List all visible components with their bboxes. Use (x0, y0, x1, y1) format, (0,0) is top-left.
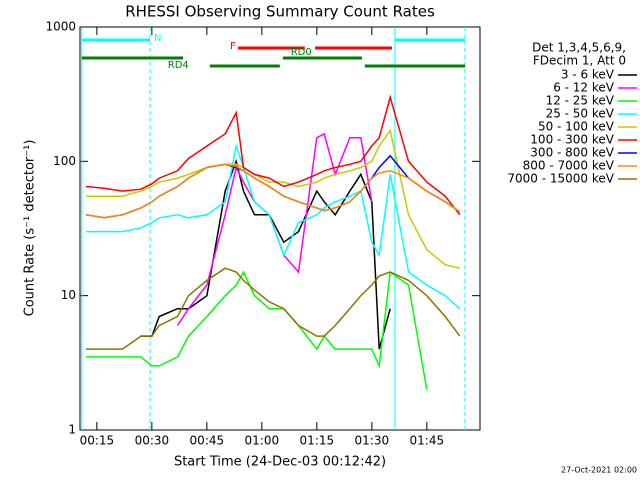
legend-label: 300 - 800 keV (530, 146, 614, 160)
legend-label: 3 - 6 keV (561, 68, 615, 82)
y-tick-label: 10 (61, 288, 76, 302)
x-tick-label: 00:15 (80, 434, 115, 448)
legend-label: 25 - 50 keV (546, 107, 615, 121)
chart-title: RHESSI Observing Summary Count Rates (125, 3, 435, 21)
annotation-label: F (230, 41, 236, 52)
x-tick-label: 01:15 (300, 434, 335, 448)
series-line (85, 154, 461, 219)
plot-frame (79, 26, 481, 431)
x-axis-label: Start Time (24-Dec-03 00:12:42) (174, 455, 386, 470)
y-tick-label: 100 (53, 154, 76, 168)
legend-label: 50 - 100 keV (538, 120, 615, 134)
annotation-label: RD4 (168, 60, 189, 71)
x-tick-label: 01:45 (410, 434, 445, 448)
x-tick-label: 01:30 (355, 434, 390, 448)
legend-label: 12 - 25 keV (546, 94, 615, 108)
series-line (85, 143, 461, 310)
series-line (85, 267, 461, 350)
annotation-label: N (154, 33, 161, 44)
series-line (85, 163, 461, 219)
legend-label: 100 - 300 keV (530, 133, 614, 147)
x-tick-label: 00:30 (135, 434, 170, 448)
x-tick-label: 01:00 (245, 434, 280, 448)
y-tick-label: 1 (68, 423, 76, 437)
x-tick-label: 00:45 (190, 434, 225, 448)
series-line (85, 94, 461, 216)
y-axis-label: Count Rate (s⁻¹ detector⁻¹) (23, 140, 38, 317)
legend-header: FDecim 1, Att 0 (533, 54, 626, 68)
legend-header: Det 1,3,4,5,6,9, (532, 41, 626, 55)
footer: 27-Oct-2021 02:00 (561, 466, 637, 475)
legend-label: 6 - 12 keV (553, 81, 615, 95)
series-line (140, 158, 391, 350)
series-line (85, 270, 428, 390)
y-tick-label: 1000 (45, 20, 76, 34)
legend-label: 7000 - 15000 keV (507, 172, 614, 186)
legend-label: 800 - 7000 keV (523, 159, 615, 173)
annotation-label: RD0 (291, 47, 312, 58)
